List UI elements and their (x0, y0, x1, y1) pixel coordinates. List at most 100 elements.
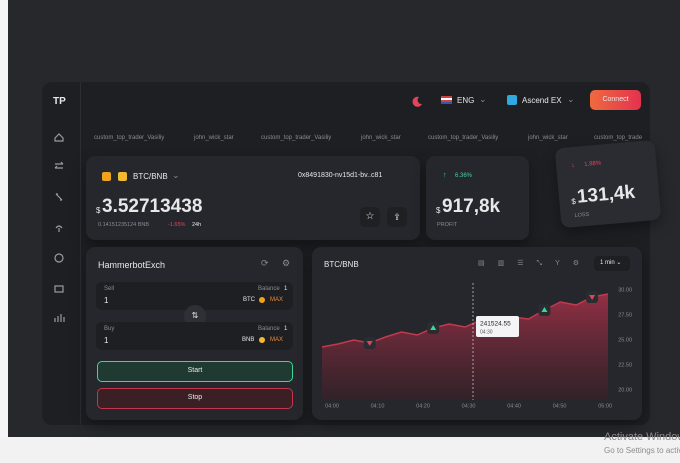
profit-change: 6.36% (455, 173, 473, 179)
window-edge (0, 0, 8, 463)
chart-title: BTC/BNB (324, 260, 359, 269)
y-tick-label: 22.50 (618, 362, 632, 368)
signal-down (366, 341, 373, 346)
watermark-title: Activate Windows (604, 431, 680, 443)
stats-icon[interactable] (54, 314, 65, 322)
refresh-button[interactable]: ⟳ (261, 258, 269, 268)
interval: 1 min (600, 260, 615, 266)
tooltip (476, 316, 519, 337)
price: 3.52713438 (102, 196, 203, 217)
signal-up (430, 325, 437, 330)
wallet-icon[interactable] (54, 285, 64, 293)
desktop-strip (0, 437, 680, 463)
route-icon[interactable] (55, 193, 63, 201)
buy-field[interactable] (96, 322, 293, 350)
signal-up (541, 307, 548, 312)
currency: $ (571, 196, 577, 207)
coin-icon (102, 172, 111, 181)
tooltip-value: 241524.55 (480, 321, 511, 328)
chevron: ⌄ (567, 94, 575, 104)
change: -1.65% (168, 222, 186, 228)
signal-icon[interactable] (55, 225, 63, 232)
sidebar-divider (80, 82, 81, 425)
buy-label: Buy (104, 326, 115, 332)
buy-value[interactable]: 1 (104, 336, 109, 345)
max-button[interactable]: MAX (270, 337, 284, 343)
chevron: ⌄ (479, 94, 487, 104)
home-icon[interactable] (54, 133, 64, 142)
bot-title: HammerbotExch (98, 260, 166, 270)
down-arrow: ↓ (570, 161, 576, 170)
swap-icon[interactable] (54, 161, 64, 169)
language-select[interactable]: ENG (457, 96, 475, 105)
flag-icon (441, 96, 452, 104)
connect-button[interactable]: Connect (590, 90, 641, 110)
loss-card: ↓ 1.88% $ 131,4k LOSS (554, 139, 662, 229)
currency: $ (96, 206, 101, 215)
theme-toggle[interactable] (410, 94, 424, 108)
price-chart: 30.00 27.50 25.00 22.50 20.00 04:00 04:10 04:20… (321, 283, 632, 409)
logo[interactable]: TP (53, 96, 66, 107)
share-button[interactable]: ⇪ (387, 207, 407, 227)
x-tick-label: 04:10 (371, 403, 385, 409)
asset: BNB (242, 337, 255, 343)
loss-change: 1.88% (583, 160, 602, 168)
loss-value: 131,4k (576, 181, 636, 208)
sell-value[interactable]: 1 (104, 296, 109, 305)
ticker: custom_top_trader_Vasiliy john_wick_star c… (81, 126, 650, 152)
y-tick-label: 27.50 (618, 312, 632, 318)
max-button[interactable]: MAX (270, 297, 284, 303)
chevron: ⌄ (172, 170, 180, 180)
ticker-item[interactable]: custom_top_trader_Vasiliy (428, 135, 499, 141)
coin-icon (259, 337, 265, 343)
favorite-button[interactable]: ☆ (360, 207, 380, 227)
ticker-item[interactable]: john_wick_star (361, 135, 401, 141)
ticker-item[interactable]: custom_top_trader_Vasiliy (261, 135, 332, 141)
balance-label: Balance (258, 326, 280, 332)
wallet-address[interactable]: 0x8491830-nv15d1-bv..c81 (298, 172, 383, 179)
x-tick-label: 04:40 (507, 403, 521, 409)
globe-icon[interactable] (54, 253, 64, 263)
period: 24h (192, 222, 202, 228)
ticker-item[interactable]: john_wick_star (528, 135, 568, 141)
exchange-select[interactable]: Ascend EX (522, 96, 562, 105)
sidebar-icons (54, 133, 65, 322)
ticker-item[interactable]: custom_top_trader_Vasiliy (94, 135, 165, 141)
asset: BTC (243, 297, 255, 303)
settings-button[interactable]: ⚙ (282, 258, 291, 268)
ticker-item[interactable]: john_wick_star (194, 135, 234, 141)
balance: 1 (284, 286, 288, 292)
start-button[interactable]: Start (97, 361, 293, 382)
tooltip-time: 04:30 (480, 329, 493, 335)
x-tick-label: 04:00 (325, 403, 339, 409)
price-area (322, 294, 608, 400)
ticker-item[interactable]: custom_top_trade (594, 135, 643, 141)
x-tick-label: 04:20 (416, 403, 430, 409)
loss-label: LOSS (574, 211, 590, 220)
balance: 1 (284, 326, 288, 332)
balance-label: Balance (258, 286, 280, 292)
os-watermark: Activate Windows Go to Settings to activ… (604, 431, 680, 463)
y-tick-label: 25.00 (618, 337, 632, 343)
profit-label: PROFIT (437, 222, 458, 228)
stop-button[interactable]: Stop (97, 388, 293, 409)
profit-card (426, 156, 529, 240)
profit-value: 917,8k (442, 196, 501, 217)
watermark-subtitle: Go to Settings to activate Windows. (604, 446, 680, 455)
y-tick-label: 20.00 (618, 387, 632, 393)
chart-tools[interactable]: ▤▥☰⤡Y⚙ (478, 260, 593, 267)
sell-label: Sell (104, 286, 115, 292)
interval-select[interactable]: 1 min ⌄ (594, 256, 630, 271)
currency: $ (436, 206, 441, 215)
x-tick-label: 05:00 (598, 403, 612, 409)
swap-button[interactable]: ⇅ (184, 305, 206, 327)
pair-select[interactable]: BTC/BNB (133, 172, 168, 181)
coin-icon (118, 172, 127, 181)
sub-value: 0.14151235124 BNB (98, 222, 150, 228)
x-tick-label: 04:30 (462, 403, 476, 409)
up-arrow: ↑ (443, 172, 447, 179)
signal-down (589, 295, 596, 300)
coin-icon (259, 297, 265, 303)
